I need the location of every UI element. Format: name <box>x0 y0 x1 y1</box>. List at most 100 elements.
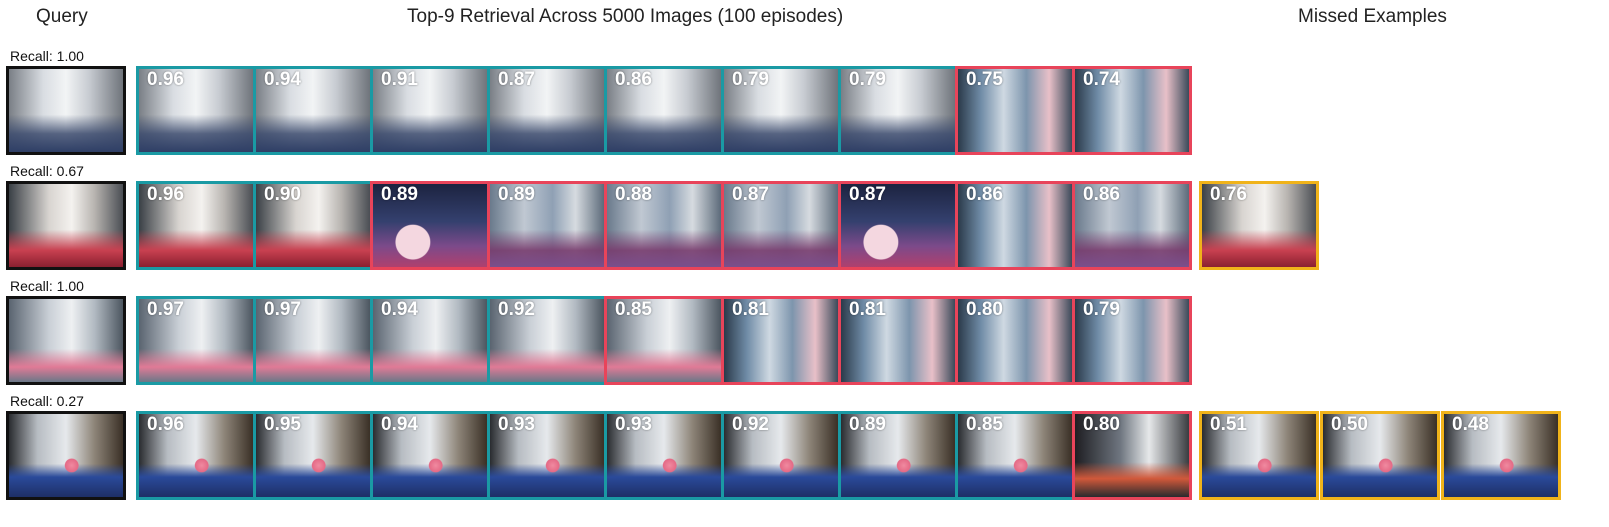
room-image <box>1075 184 1189 267</box>
retrieved-image: 0.90 <box>253 181 373 270</box>
query-image <box>6 411 126 500</box>
similarity-score: 0.87 <box>849 184 886 205</box>
room-image <box>139 69 253 152</box>
room-image <box>9 184 123 267</box>
room-image <box>724 184 838 267</box>
retrieved-image: 0.97 <box>253 296 373 385</box>
retrieved-image: 0.81 <box>721 296 841 385</box>
room-image <box>373 414 487 497</box>
similarity-score: 0.97 <box>147 299 184 320</box>
similarity-score: 0.93 <box>498 414 535 435</box>
room-image <box>607 299 721 382</box>
room-image <box>607 414 721 497</box>
retrieved-image: 0.96 <box>136 181 256 270</box>
retrieved-image: 0.79 <box>721 66 841 155</box>
similarity-score: 0.48 <box>1452 414 1489 435</box>
recall-label: Recall: 1.00 <box>10 48 84 64</box>
room-image <box>841 299 955 382</box>
room-image <box>841 414 955 497</box>
room-image <box>607 184 721 267</box>
similarity-score: 0.74 <box>1083 69 1120 90</box>
similarity-score: 0.80 <box>1083 414 1120 435</box>
similarity-score: 0.79 <box>1083 299 1120 320</box>
room-image <box>139 414 253 497</box>
similarity-score: 0.92 <box>732 414 769 435</box>
similarity-score: 0.96 <box>147 69 184 90</box>
similarity-score: 0.90 <box>264 184 301 205</box>
missed-image: 0.50 <box>1320 411 1440 500</box>
similarity-score: 0.51 <box>1210 414 1247 435</box>
retrieved-image: 0.94 <box>253 66 373 155</box>
room-image <box>1075 414 1189 497</box>
retrieved-image: 0.93 <box>487 411 607 500</box>
similarity-score: 0.81 <box>849 299 886 320</box>
missed-image: 0.76 <box>1199 181 1319 270</box>
retrieved-image: 0.79 <box>1072 296 1192 385</box>
room-image <box>1075 299 1189 382</box>
retrieved-image: 0.85 <box>955 411 1075 500</box>
room-image <box>490 299 604 382</box>
room-image <box>139 184 253 267</box>
retrieved-image: 0.91 <box>370 66 490 155</box>
room-image <box>724 299 838 382</box>
retrieved-image: 0.86 <box>1072 181 1192 270</box>
room-image <box>1202 184 1316 267</box>
room-image <box>139 299 253 382</box>
similarity-score: 0.97 <box>264 299 301 320</box>
room-image <box>256 184 370 267</box>
similarity-score: 0.89 <box>381 184 418 205</box>
similarity-score: 0.79 <box>849 69 886 90</box>
room-image <box>256 414 370 497</box>
similarity-score: 0.80 <box>966 299 1003 320</box>
similarity-score: 0.50 <box>1331 414 1368 435</box>
retrieved-image: 0.92 <box>721 411 841 500</box>
room-image <box>724 69 838 152</box>
similarity-score: 0.89 <box>849 414 886 435</box>
missed-image: 0.48 <box>1441 411 1561 500</box>
retrieved-image: 0.92 <box>487 296 607 385</box>
recall-label: Recall: 0.67 <box>10 163 84 179</box>
retrieved-image: 0.75 <box>955 66 1075 155</box>
room-image <box>373 299 487 382</box>
room-image <box>490 184 604 267</box>
room-image <box>841 184 955 267</box>
room-image <box>958 184 1072 267</box>
room-image <box>1202 414 1316 497</box>
room-image <box>256 299 370 382</box>
similarity-score: 0.96 <box>147 414 184 435</box>
retrieved-image: 0.79 <box>838 66 958 155</box>
similarity-score: 0.87 <box>498 69 535 90</box>
room-image <box>841 69 955 152</box>
query-image <box>6 181 126 270</box>
retrieved-image: 0.87 <box>838 181 958 270</box>
similarity-score: 0.89 <box>498 184 535 205</box>
similarity-score: 0.75 <box>966 69 1003 90</box>
retrieved-image: 0.94 <box>370 411 490 500</box>
room-image <box>9 414 123 497</box>
retrieved-image: 0.93 <box>604 411 724 500</box>
room-image <box>958 299 1072 382</box>
room-image <box>1075 69 1189 152</box>
recall-label: Recall: 1.00 <box>10 278 84 294</box>
similarity-score: 0.94 <box>381 414 418 435</box>
room-image <box>1444 414 1558 497</box>
room-image <box>373 184 487 267</box>
room-image <box>256 69 370 152</box>
similarity-score: 0.96 <box>147 184 184 205</box>
similarity-score: 0.79 <box>732 69 769 90</box>
room-image <box>490 414 604 497</box>
missed-image: 0.51 <box>1199 411 1319 500</box>
missed-column-header: Missed Examples <box>1298 6 1447 27</box>
query-column-header: Query <box>36 6 88 27</box>
retrieved-image: 0.95 <box>253 411 373 500</box>
room-image <box>9 299 123 382</box>
retrieved-image: 0.96 <box>136 411 256 500</box>
similarity-score: 0.85 <box>966 414 1003 435</box>
room-image <box>607 69 721 152</box>
similarity-score: 0.88 <box>615 184 652 205</box>
retrieved-image: 0.87 <box>721 181 841 270</box>
similarity-score: 0.92 <box>498 299 535 320</box>
retrieved-image: 0.94 <box>370 296 490 385</box>
similarity-score: 0.86 <box>1083 184 1120 205</box>
recall-label: Recall: 0.27 <box>10 393 84 409</box>
